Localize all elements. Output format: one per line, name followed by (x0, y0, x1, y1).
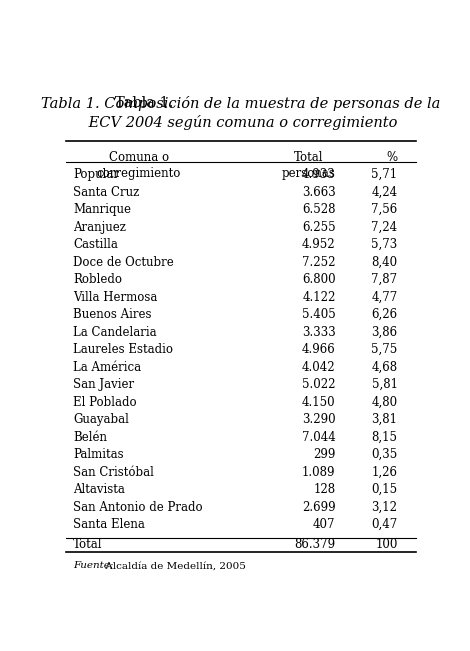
Text: %: % (386, 151, 398, 164)
Text: 3.333: 3.333 (302, 326, 336, 339)
Text: Aranjuez: Aranjuez (73, 221, 126, 234)
Text: Robledo: Robledo (73, 273, 122, 286)
Text: Doce de Octubre: Doce de Octubre (73, 256, 174, 269)
Text: Laureles Estadio: Laureles Estadio (73, 343, 173, 356)
Text: 4,68: 4,68 (371, 361, 398, 374)
Text: 7,87: 7,87 (371, 273, 398, 286)
Text: 5,73: 5,73 (371, 238, 398, 251)
Text: 4.933: 4.933 (302, 168, 336, 181)
Text: Total: Total (73, 538, 103, 551)
Text: 8,15: 8,15 (371, 430, 398, 443)
Text: Tabla 1.: Tabla 1. (115, 96, 173, 109)
Text: San Cristóbal: San Cristóbal (73, 465, 154, 478)
Text: Alcaldía de Medellín, 2005: Alcaldía de Medellín, 2005 (102, 561, 246, 570)
Text: Santa Elena: Santa Elena (73, 518, 145, 531)
Text: La Candelaria: La Candelaria (73, 326, 157, 339)
Text: 0,35: 0,35 (371, 448, 398, 461)
Text: 128: 128 (313, 483, 336, 496)
Text: 5,75: 5,75 (371, 343, 398, 356)
Text: Tabla 1. Composición de la muestra de personas de la
 ECV 2004 según comuna o co: Tabla 1. Composición de la muestra de pe… (41, 96, 440, 130)
Text: 5.022: 5.022 (302, 378, 336, 391)
Text: 7,24: 7,24 (371, 221, 398, 234)
Text: Popular: Popular (73, 168, 119, 181)
Text: Santa Cruz: Santa Cruz (73, 186, 140, 199)
Text: Altavista: Altavista (73, 483, 125, 496)
Text: Palmitas: Palmitas (73, 448, 124, 461)
Text: 4.952: 4.952 (302, 238, 336, 251)
Text: San Javier: San Javier (73, 378, 134, 391)
Text: 4,77: 4,77 (371, 290, 398, 303)
Text: 2.699: 2.699 (302, 501, 336, 514)
Text: 407: 407 (313, 518, 336, 531)
Text: 5.405: 5.405 (302, 308, 336, 321)
Text: 0,47: 0,47 (371, 518, 398, 531)
Text: San Antonio de Prado: San Antonio de Prado (73, 501, 203, 514)
Text: 4.122: 4.122 (302, 290, 336, 303)
Text: 4.042: 4.042 (302, 361, 336, 374)
Text: 7.252: 7.252 (302, 256, 336, 269)
Text: 6.528: 6.528 (302, 203, 336, 216)
Text: Fuente:: Fuente: (73, 561, 114, 570)
Text: 4,80: 4,80 (371, 396, 398, 409)
Text: 5,81: 5,81 (371, 378, 398, 391)
Text: 3,81: 3,81 (371, 413, 398, 426)
Text: 3.663: 3.663 (302, 186, 336, 199)
Text: Total
personas: Total personas (282, 151, 335, 180)
Text: 3,12: 3,12 (371, 501, 398, 514)
Text: Manrique: Manrique (73, 203, 131, 216)
Text: 86.379: 86.379 (294, 538, 336, 551)
Text: 6,26: 6,26 (371, 308, 398, 321)
Text: 3.290: 3.290 (302, 413, 336, 426)
Text: 4.966: 4.966 (302, 343, 336, 356)
Text: El Poblado: El Poblado (73, 396, 137, 409)
Text: 6.800: 6.800 (302, 273, 336, 286)
Text: Buenos Aires: Buenos Aires (73, 308, 152, 321)
Text: 1.089: 1.089 (302, 465, 336, 478)
Text: 3,86: 3,86 (371, 326, 398, 339)
Text: 4.150: 4.150 (302, 396, 336, 409)
Text: Belén: Belén (73, 430, 107, 443)
Text: Villa Hermosa: Villa Hermosa (73, 290, 158, 303)
Text: Guayabal: Guayabal (73, 413, 129, 426)
Text: 7,56: 7,56 (371, 203, 398, 216)
Text: 100: 100 (375, 538, 398, 551)
Text: 7.044: 7.044 (302, 430, 336, 443)
Text: 4,24: 4,24 (371, 186, 398, 199)
Text: Castilla: Castilla (73, 238, 118, 251)
Text: 1,26: 1,26 (371, 465, 398, 478)
Text: 299: 299 (313, 448, 336, 461)
Text: 5,71: 5,71 (371, 168, 398, 181)
Text: 8,40: 8,40 (371, 256, 398, 269)
Text: 0,15: 0,15 (371, 483, 398, 496)
Text: 6.255: 6.255 (302, 221, 336, 234)
Text: Comuna o
corregimiento: Comuna o corregimiento (97, 151, 181, 180)
Text: La América: La América (73, 361, 141, 374)
